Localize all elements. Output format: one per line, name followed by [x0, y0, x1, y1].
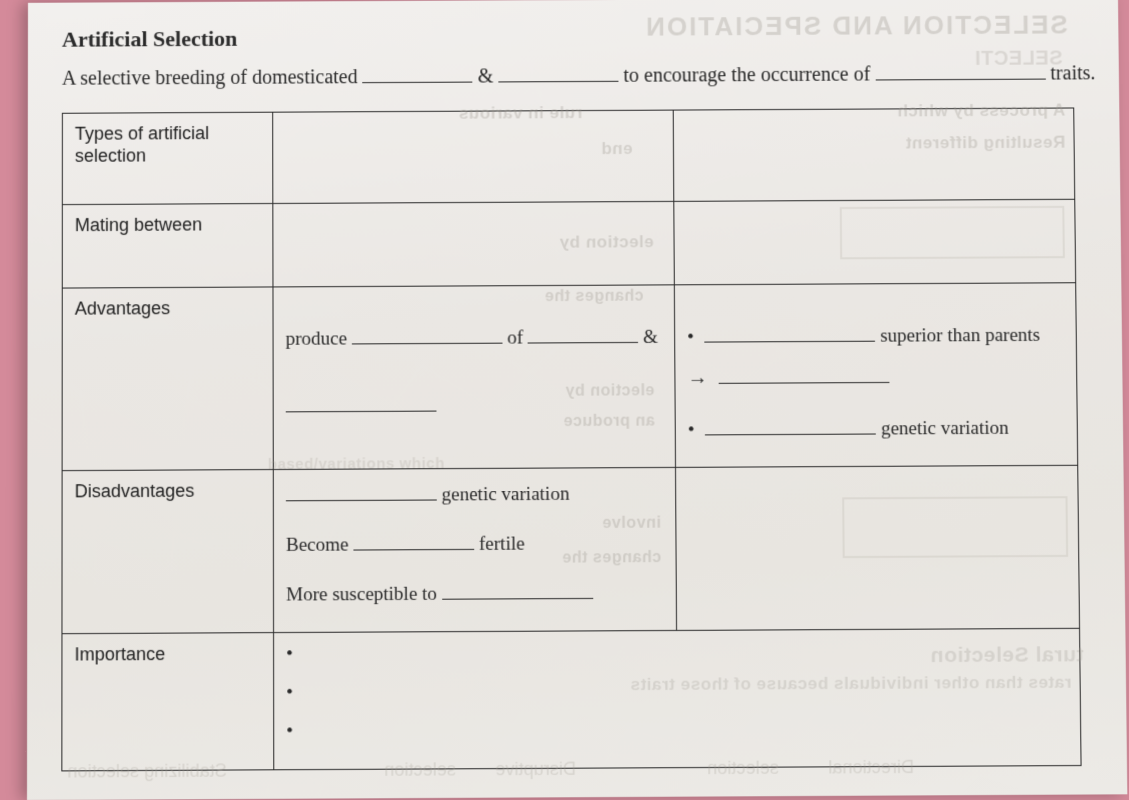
- adv-of: of: [507, 327, 523, 348]
- blank[interactable]: [286, 390, 437, 412]
- blank[interactable]: [352, 322, 503, 344]
- intro-mid: to encourage the occurrence of: [623, 63, 875, 86]
- dis-become: Become: [286, 534, 349, 556]
- ghost-text: changes the: [545, 288, 644, 307]
- table-row: Advantages changes the produce of & elec…: [62, 283, 1078, 471]
- adv-superior: superior than parents: [880, 325, 1040, 347]
- ghost-box: [842, 496, 1068, 558]
- blank[interactable]: [442, 578, 593, 600]
- ghost-text: end: [601, 139, 633, 159]
- table-row: Importance tural Selection: [62, 628, 1081, 771]
- blank[interactable]: [718, 362, 889, 384]
- table-row: Disadvantages genetic variation Become f…: [62, 465, 1080, 633]
- arrow-icon: →: [687, 367, 707, 389]
- intro-amp: &: [478, 65, 499, 87]
- blank[interactable]: [498, 60, 618, 83]
- dis-more: More susceptible to: [286, 583, 442, 605]
- ghost-text: Resulting different: [906, 133, 1066, 154]
- row-label-advantages: Advantages: [75, 298, 170, 319]
- intro-pre: A selective breeding of domesticated: [62, 66, 363, 90]
- bullet: [286, 678, 1068, 704]
- ghost-text: election by: [559, 232, 654, 253]
- bullet: [286, 639, 1067, 665]
- worksheet-table: Types of artificial selection rule in va…: [61, 107, 1081, 771]
- dis-genvar: genetic variation: [442, 484, 570, 506]
- blank[interactable]: [875, 58, 1045, 81]
- adv-produce: produce: [286, 328, 347, 349]
- blank[interactable]: [528, 322, 639, 344]
- page-title: Artificial Selection: [62, 21, 1109, 52]
- row-label-types: Types of artificial selection: [75, 123, 209, 166]
- intro-sentence: A selective breeding of domesticated & t…: [62, 57, 1109, 91]
- ghost-text: rule in various: [459, 103, 583, 124]
- table-row: Mating between election by: [62, 199, 1075, 288]
- adv-genvar: genetic variation: [881, 417, 1009, 439]
- row-label-mating: Mating between: [75, 214, 202, 235]
- ghost-text: A process by which: [897, 101, 1065, 122]
- bullet: [286, 716, 1068, 743]
- row-label-importance: Importance: [75, 644, 166, 665]
- blank[interactable]: [286, 479, 437, 501]
- table-row: Types of artificial selection rule in va…: [62, 108, 1074, 205]
- intro-post: traits.: [1050, 62, 1095, 84]
- adv-amp: &: [643, 327, 658, 348]
- dis-fertile: fertile: [479, 533, 525, 555]
- blank[interactable]: [363, 61, 473, 84]
- blank[interactable]: [705, 413, 876, 435]
- ghost-box: [840, 206, 1065, 259]
- importance-bullets: [286, 639, 1068, 743]
- row-label-disadvantages: Disadvantages: [75, 481, 195, 502]
- blank[interactable]: [353, 529, 474, 551]
- blank[interactable]: [705, 321, 876, 343]
